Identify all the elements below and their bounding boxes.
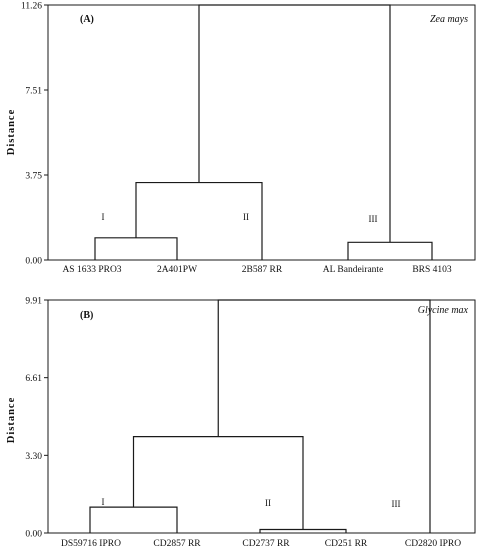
panel-a-group-label: I: [102, 212, 105, 222]
panel-a-y-tick-label: 7.51: [25, 87, 42, 97]
panel-a-group-label: III: [369, 214, 378, 224]
panel-b-y-tick-label: 3.30: [25, 452, 42, 462]
panel-b-species-name: Glycine max: [418, 305, 469, 316]
panel-b-leaf-label: DS59716 IPRO: [61, 539, 121, 549]
panel-b-leaf-label: CD2820 IPRO: [405, 539, 461, 549]
panel-a-merge-link-3: [135, 181, 263, 260]
panel-b-leaf-label: CD2737 RR: [242, 539, 290, 549]
panel-b-plot-frame: [47, 299, 476, 534]
panel-a-leaf-label: 2A401PW: [157, 265, 197, 275]
panel-a-group-label: II: [243, 212, 249, 222]
panel-a-y-tick-label: 11.26: [21, 2, 42, 12]
panel-a-leaf-label: AL Bandeirante: [323, 265, 384, 275]
panel-b-y-tick-label: 0.00: [25, 530, 42, 540]
panel-a-leaf-label: 2B587 RR: [242, 265, 283, 275]
panel-b-leaf-label: CD251 RR: [325, 539, 368, 549]
panel-a-merge-link-2: [347, 241, 433, 260]
panel-a-y-tick-label: 0.00: [25, 257, 42, 267]
panel-b-y-tick-label: 6.61: [25, 374, 42, 384]
panel-b-group-label: II: [265, 498, 271, 508]
panel-b-y-tick-label: 9.91: [25, 297, 42, 307]
panel-a-leaf-label: BRS 4103: [412, 265, 452, 275]
panel-b-merge-link-4: [217, 299, 431, 533]
panel-b-leaf-label: CD2857 RR: [153, 539, 201, 549]
panel-a-leaf-label: AS 1633 PRO3: [62, 265, 121, 275]
panel-a-merge-link-4: [198, 4, 391, 243]
panel-b-y-axis-title: Distance: [6, 397, 17, 444]
panel-a-y-tick-label: 3.75: [25, 172, 42, 182]
panel-a-label: (A): [80, 14, 94, 25]
panel-b-group-label: III: [392, 499, 401, 509]
panel-a-species-name: Zea mays: [430, 14, 468, 25]
panel-b-group-label: I: [102, 497, 105, 507]
panel-a-y-axis-title: Distance: [6, 109, 17, 156]
panel-b-label: (B): [80, 310, 93, 321]
